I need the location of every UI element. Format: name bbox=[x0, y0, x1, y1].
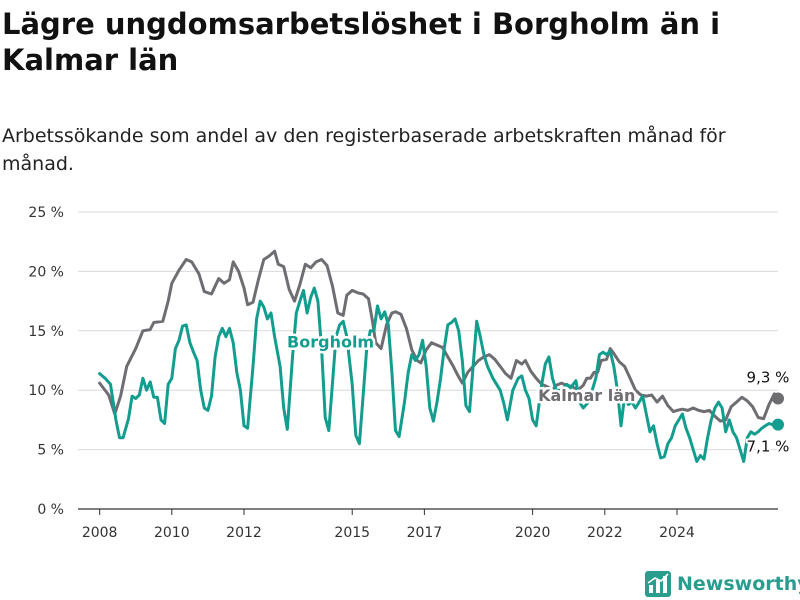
series-label-kalmar-l-n: Kalmar län bbox=[538, 386, 635, 405]
x-tick-label: 2022 bbox=[587, 525, 623, 541]
y-tick-label: 10 % bbox=[28, 383, 64, 399]
x-axis: 2008 2010 2012 2015 2017 2020 2022 2024 bbox=[82, 509, 695, 541]
x-tick-label: 2020 bbox=[515, 525, 551, 541]
brand-logo: Newsworthy bbox=[645, 568, 800, 600]
x-tick-label: 2024 bbox=[659, 525, 695, 541]
x-tick-label: 2010 bbox=[154, 525, 190, 541]
y-tick-label: 0 % bbox=[37, 502, 64, 518]
y-tick-label: 5 % bbox=[37, 443, 64, 459]
x-tick-label: 2008 bbox=[82, 525, 118, 541]
series-lines bbox=[98, 249, 784, 463]
y-tick-label: 25 % bbox=[28, 205, 64, 221]
chart-subtitle: Arbetssökande som andel av den registerb… bbox=[2, 125, 726, 175]
grid: 0 % 5 % 10 % 15 % 20 % 25 % bbox=[28, 205, 778, 518]
series-label-borgholm: Borgholm bbox=[287, 332, 374, 351]
x-tick-label: 2017 bbox=[407, 525, 443, 541]
newsworthy-logo-icon bbox=[645, 571, 671, 597]
page-title: Lägre ungdomsarbetslöshet i Borgholm än … bbox=[2, 7, 721, 77]
brand-name: Newsworthy bbox=[677, 573, 800, 595]
end-point-kalmar-l-n bbox=[772, 392, 784, 405]
y-tick-label: 15 % bbox=[28, 324, 64, 340]
end-value-label-borgholm: 7,1 % bbox=[747, 438, 790, 456]
x-tick-label: 2015 bbox=[334, 525, 370, 541]
series-line-borgholm bbox=[98, 286, 780, 463]
series-line-kalmar-l-n bbox=[98, 249, 780, 423]
series-labels: 9,3 % 7,1 % Borgholm Kalmar län bbox=[285, 330, 792, 458]
end-point-borgholm bbox=[772, 418, 784, 431]
end-value-label-kalmar-l-n: 9,3 % bbox=[747, 369, 790, 387]
x-tick-label: 2012 bbox=[226, 525, 262, 541]
y-tick-label: 20 % bbox=[28, 264, 64, 280]
